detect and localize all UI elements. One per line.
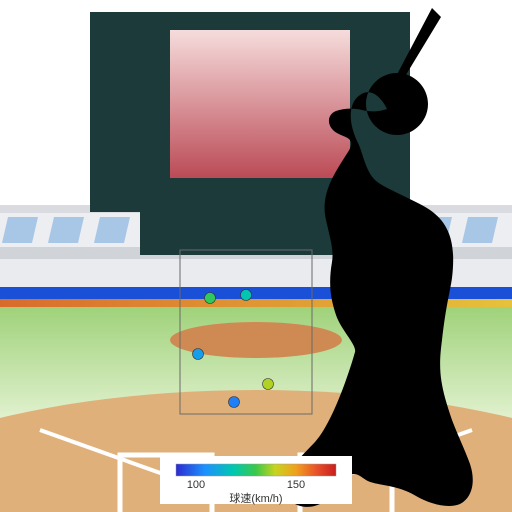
pitch-marker — [241, 290, 252, 301]
scoreboard-screen — [170, 30, 350, 178]
window-pane — [94, 217, 130, 243]
legend-colorbar — [176, 464, 336, 476]
pitch-marker — [263, 379, 274, 390]
legend-title: 球速(km/h) — [229, 491, 282, 505]
pitch-marker — [229, 397, 240, 408]
legend-tick-label: 150 — [287, 479, 305, 491]
window-pane — [2, 217, 38, 243]
pitch-marker — [193, 349, 204, 360]
legend-tick-label: 100 — [187, 479, 205, 491]
window-pane — [462, 217, 498, 243]
pitch-location-chart: 100 150 球速(km/h) — [0, 0, 512, 512]
pitch-marker — [205, 293, 216, 304]
window-pane — [48, 217, 84, 243]
chart-svg: 100 150 球速(km/h) — [0, 0, 512, 512]
